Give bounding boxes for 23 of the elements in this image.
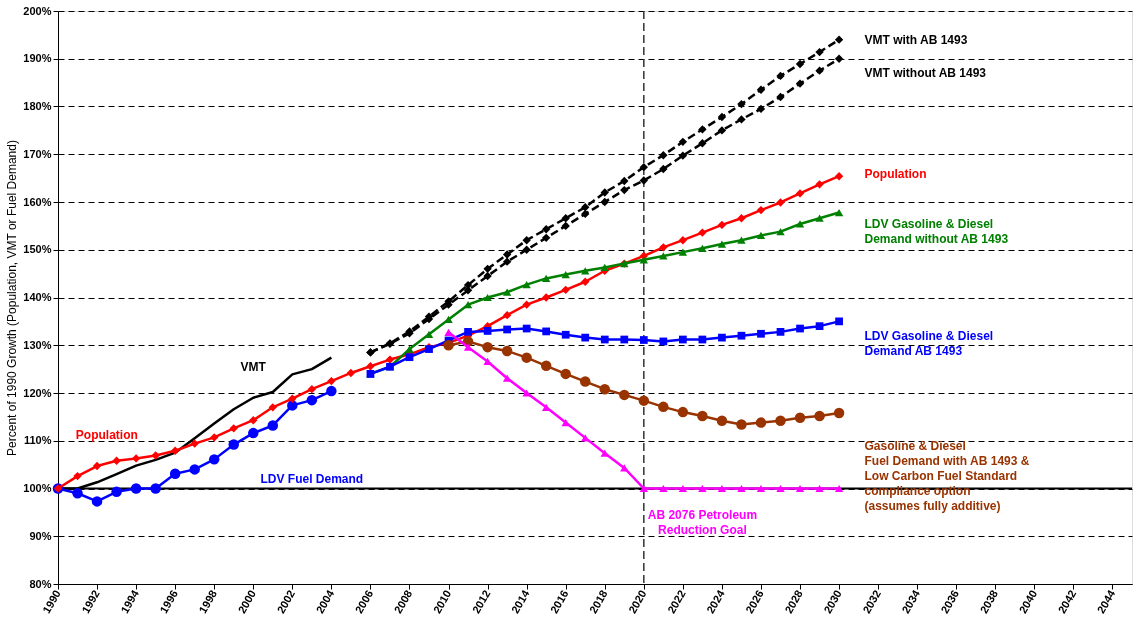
series-label: VMT with AB 1493 xyxy=(864,32,968,47)
y-tick-label: 200% xyxy=(23,4,52,17)
text: Population xyxy=(864,166,927,181)
series-label: Population xyxy=(75,428,138,443)
y-tick-label: 180% xyxy=(23,100,52,112)
y-axis-title: Percent of 1990 Growth (Population, VMT or Fuel Demand) xyxy=(5,140,20,456)
series-label: VMT without AB 1493 xyxy=(864,66,987,81)
y-tick-label: 140% xyxy=(23,291,52,303)
y-tick-label: 120% xyxy=(23,386,52,399)
y-tick-label: 160% xyxy=(23,195,52,208)
y-tick-label: 90% xyxy=(29,529,52,542)
y-tick-label: 130% xyxy=(23,338,52,351)
series-label: LDV Gasoline & Diesel Demand AB 1493 xyxy=(864,328,994,358)
series-label: VMT xyxy=(240,359,267,374)
y-tick-label: 80% xyxy=(29,577,52,590)
series-label: LDV Gasoline & Diesel Demand without AB 1493 xyxy=(864,217,1009,247)
y-tick-label: 150% xyxy=(23,243,52,256)
y-tick-label: 100% xyxy=(23,482,52,494)
y-tick-label: 190% xyxy=(23,52,52,65)
text: LDV Fuel Demand xyxy=(260,471,364,486)
y-tick-label: 170% xyxy=(23,147,52,160)
series-label: AB 2076 Petroleum Reduction Goal xyxy=(647,507,758,537)
y-tick-label: 110% xyxy=(23,434,52,447)
